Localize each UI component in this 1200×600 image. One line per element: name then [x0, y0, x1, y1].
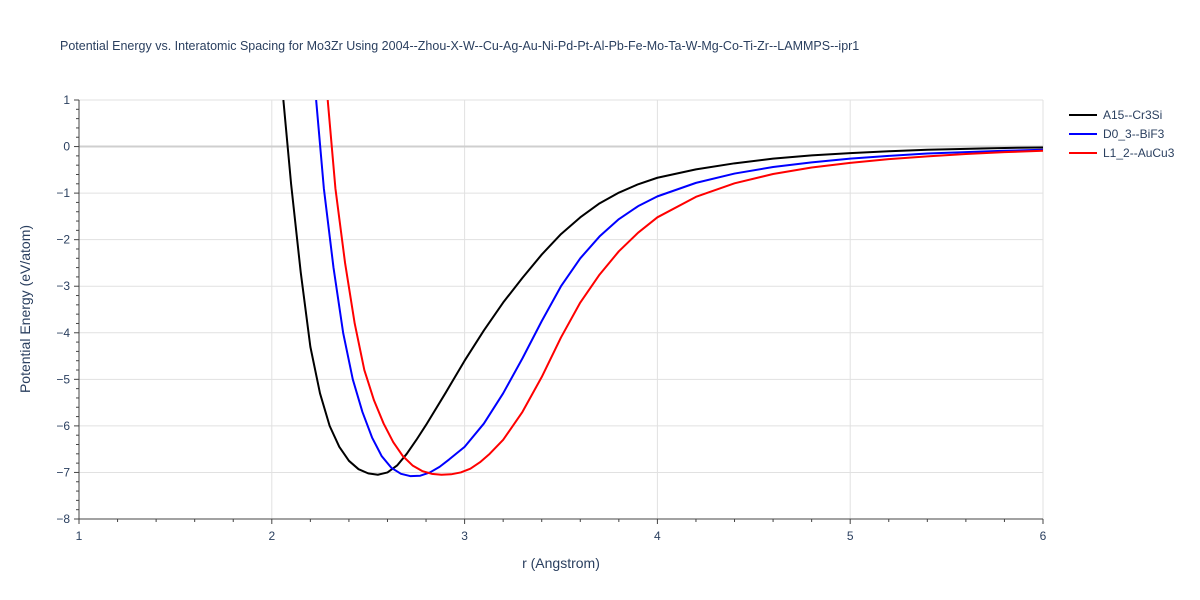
y-tick-label: −5 [56, 372, 70, 386]
legend-item[interactable]: D0_3--BiF3 [1069, 127, 1165, 141]
y-tick-label: 0 [63, 140, 70, 154]
y-tick-label: −2 [56, 233, 70, 247]
legend-label: D0_3--BiF3 [1103, 127, 1165, 141]
x-tick-label: 1 [76, 529, 83, 543]
series-line-1 [282, 100, 1043, 476]
y-axis-title: Potential Energy (eV/atom) [17, 225, 33, 393]
series-line-3 [326, 100, 1043, 476]
y-tick-label: −3 [56, 279, 70, 293]
y-tick-label: −6 [56, 419, 70, 433]
y-tick-label: −1 [56, 186, 70, 200]
x-tick-label: 5 [847, 529, 854, 543]
axes: 1 2 3 4 5 6 1 0 −1 −2 −3 −4 −5 −6 −7 −8 [56, 93, 1046, 543]
y-tick-label: 1 [63, 93, 70, 107]
series-line-2 [315, 100, 1043, 478]
plot-area [282, 100, 1043, 478]
y-tick-label: −8 [56, 512, 70, 526]
legend-item[interactable]: A15--Cr3Si [1069, 108, 1162, 122]
x-tick-label: 6 [1040, 529, 1047, 543]
x-tick-label: 2 [268, 529, 275, 543]
grid-lines [79, 99, 1044, 519]
legend[interactable]: A15--Cr3Si D0_3--BiF3 L1_2--AuCu3 [1069, 108, 1175, 160]
x-axis-title: r (Angstrom) [522, 555, 600, 571]
x-tick-label: 4 [654, 529, 661, 543]
legend-item[interactable]: L1_2--AuCu3 [1069, 146, 1175, 160]
y-tick-label: −7 [56, 465, 70, 479]
legend-label: A15--Cr3Si [1103, 108, 1162, 122]
legend-label: L1_2--AuCu3 [1103, 146, 1175, 160]
y-tick-label: −4 [56, 326, 70, 340]
x-tick-label: 3 [461, 529, 468, 543]
chart-title: Potential Energy vs. Interatomic Spacing… [60, 39, 859, 53]
